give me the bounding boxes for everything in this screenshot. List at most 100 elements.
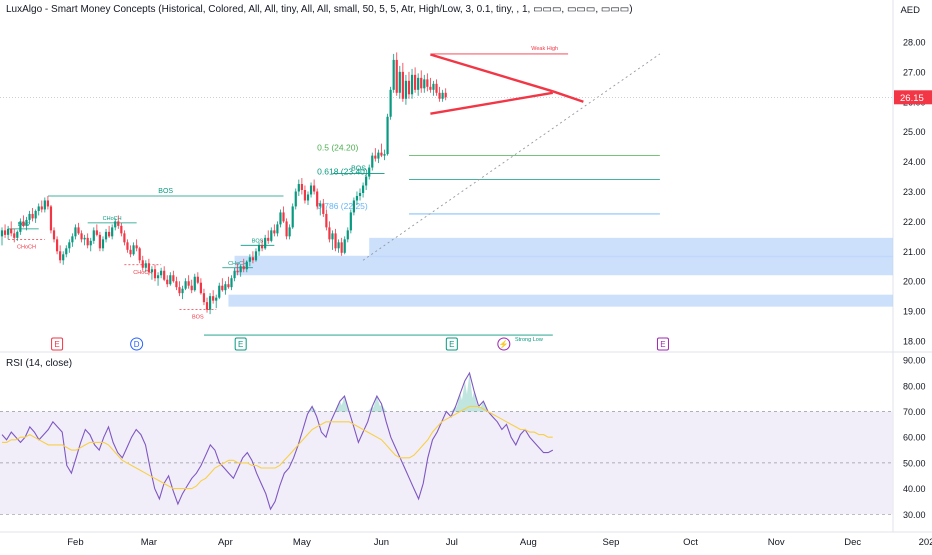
candle-body	[316, 191, 319, 207]
candle-body	[175, 281, 178, 288]
candle-body	[328, 227, 331, 240]
candle-body	[59, 251, 62, 261]
candle-body	[86, 237, 89, 246]
candle-body	[337, 242, 340, 249]
time-tick-label: Jul	[446, 537, 458, 548]
candle-body	[34, 210, 37, 219]
structure-label: CHoCH	[17, 244, 36, 250]
candle-body	[190, 285, 193, 291]
triangle-lower	[430, 91, 554, 115]
rsi-tick-label: 80.00	[903, 381, 926, 391]
rsi-title[interactable]: RSI (14, close)	[6, 358, 73, 369]
candle-body	[429, 86, 432, 90]
candle-body	[386, 116, 389, 155]
candle-body	[279, 212, 282, 225]
candle-body	[352, 200, 355, 213]
candle-body	[31, 213, 34, 219]
time-tick-label: May	[293, 537, 311, 548]
candle-body	[306, 194, 310, 201]
demand-zone	[228, 294, 893, 307]
candle-body	[282, 212, 285, 222]
event-letter: ⚡	[499, 339, 509, 349]
candle-body	[199, 282, 202, 294]
candle-body	[441, 92, 444, 99]
rsi-line	[1, 371, 554, 511]
time-tick-label: Aug	[520, 537, 537, 548]
candle-body	[89, 240, 92, 246]
candle-body	[166, 279, 169, 285]
event-letter: D	[134, 340, 140, 349]
candle-body	[423, 79, 426, 89]
candle-body	[28, 213, 31, 220]
demand-zone	[369, 237, 893, 258]
candle-body	[358, 192, 362, 196]
candle-body	[300, 184, 303, 190]
candle-body	[68, 242, 71, 249]
time-tick-label: 2026	[919, 537, 932, 548]
candle-body	[294, 191, 297, 207]
candle-body	[80, 233, 83, 240]
candle-body	[248, 257, 251, 262]
candle-body	[221, 285, 224, 291]
candle-body	[160, 270, 163, 276]
candle-body	[398, 71, 401, 93]
event-letter: E	[238, 340, 243, 349]
candle-body	[432, 83, 435, 90]
candle-body	[380, 152, 383, 156]
event-marker	[497, 337, 511, 351]
rsi-tick-label: 30.00	[903, 510, 926, 520]
candle-body	[267, 237, 270, 241]
indicator-title[interactable]: LuxAlgo - Smart Money Concepts (Historic…	[6, 4, 633, 15]
rsi-ma-line	[2, 405, 553, 490]
candle-body	[0, 230, 4, 237]
candle-body	[147, 263, 150, 273]
rsi-tick-label: 70.00	[903, 407, 926, 417]
candle-body	[365, 176, 368, 186]
candle-body	[343, 239, 346, 253]
candle-body	[55, 239, 59, 252]
rsi-tick-label: 40.00	[903, 484, 926, 494]
candle-body	[187, 281, 190, 286]
structure-label: BOS	[158, 188, 173, 195]
candle-body	[270, 230, 273, 241]
candle-body	[383, 154, 386, 156]
candle-body	[111, 227, 114, 237]
candle-body	[181, 288, 184, 294]
fib-label: 0.786 (22.25)	[317, 201, 368, 211]
candle-body	[426, 79, 429, 87]
candle-body	[444, 92, 447, 98]
time-tick-label: Oct	[683, 537, 698, 548]
candle-body	[401, 71, 404, 99]
candle-body	[361, 185, 365, 193]
candle-body	[435, 83, 438, 93]
candle-body	[10, 228, 13, 234]
candle-body	[334, 233, 337, 249]
candle-body	[138, 248, 141, 261]
demand-zone	[234, 255, 893, 276]
candle-body	[346, 230, 349, 240]
candle-body	[3, 230, 7, 235]
candle-body	[172, 275, 175, 282]
fib-label: 0.5 (24.20)	[317, 143, 358, 153]
price-tick-label: 18.00	[903, 337, 926, 347]
currency-label: AED	[900, 5, 920, 16]
candle-body	[126, 242, 129, 250]
price-tick-label: 28.00	[903, 37, 926, 47]
candle-body	[407, 80, 411, 95]
structure-label: BOS	[252, 238, 264, 244]
price-tick-label: 24.00	[903, 157, 926, 167]
candle-body	[371, 155, 374, 168]
candle-body	[233, 270, 236, 279]
candle-body	[230, 278, 233, 288]
structure-label: Weak High	[531, 46, 558, 52]
candle-body	[13, 233, 16, 238]
candle-body	[355, 195, 359, 201]
candle-body	[46, 200, 49, 207]
triangle-extension	[552, 90, 584, 103]
time-tick-label: Apr	[218, 537, 233, 548]
candle-body	[22, 221, 25, 226]
candle-body	[325, 213, 328, 228]
candle-body	[153, 269, 157, 279]
